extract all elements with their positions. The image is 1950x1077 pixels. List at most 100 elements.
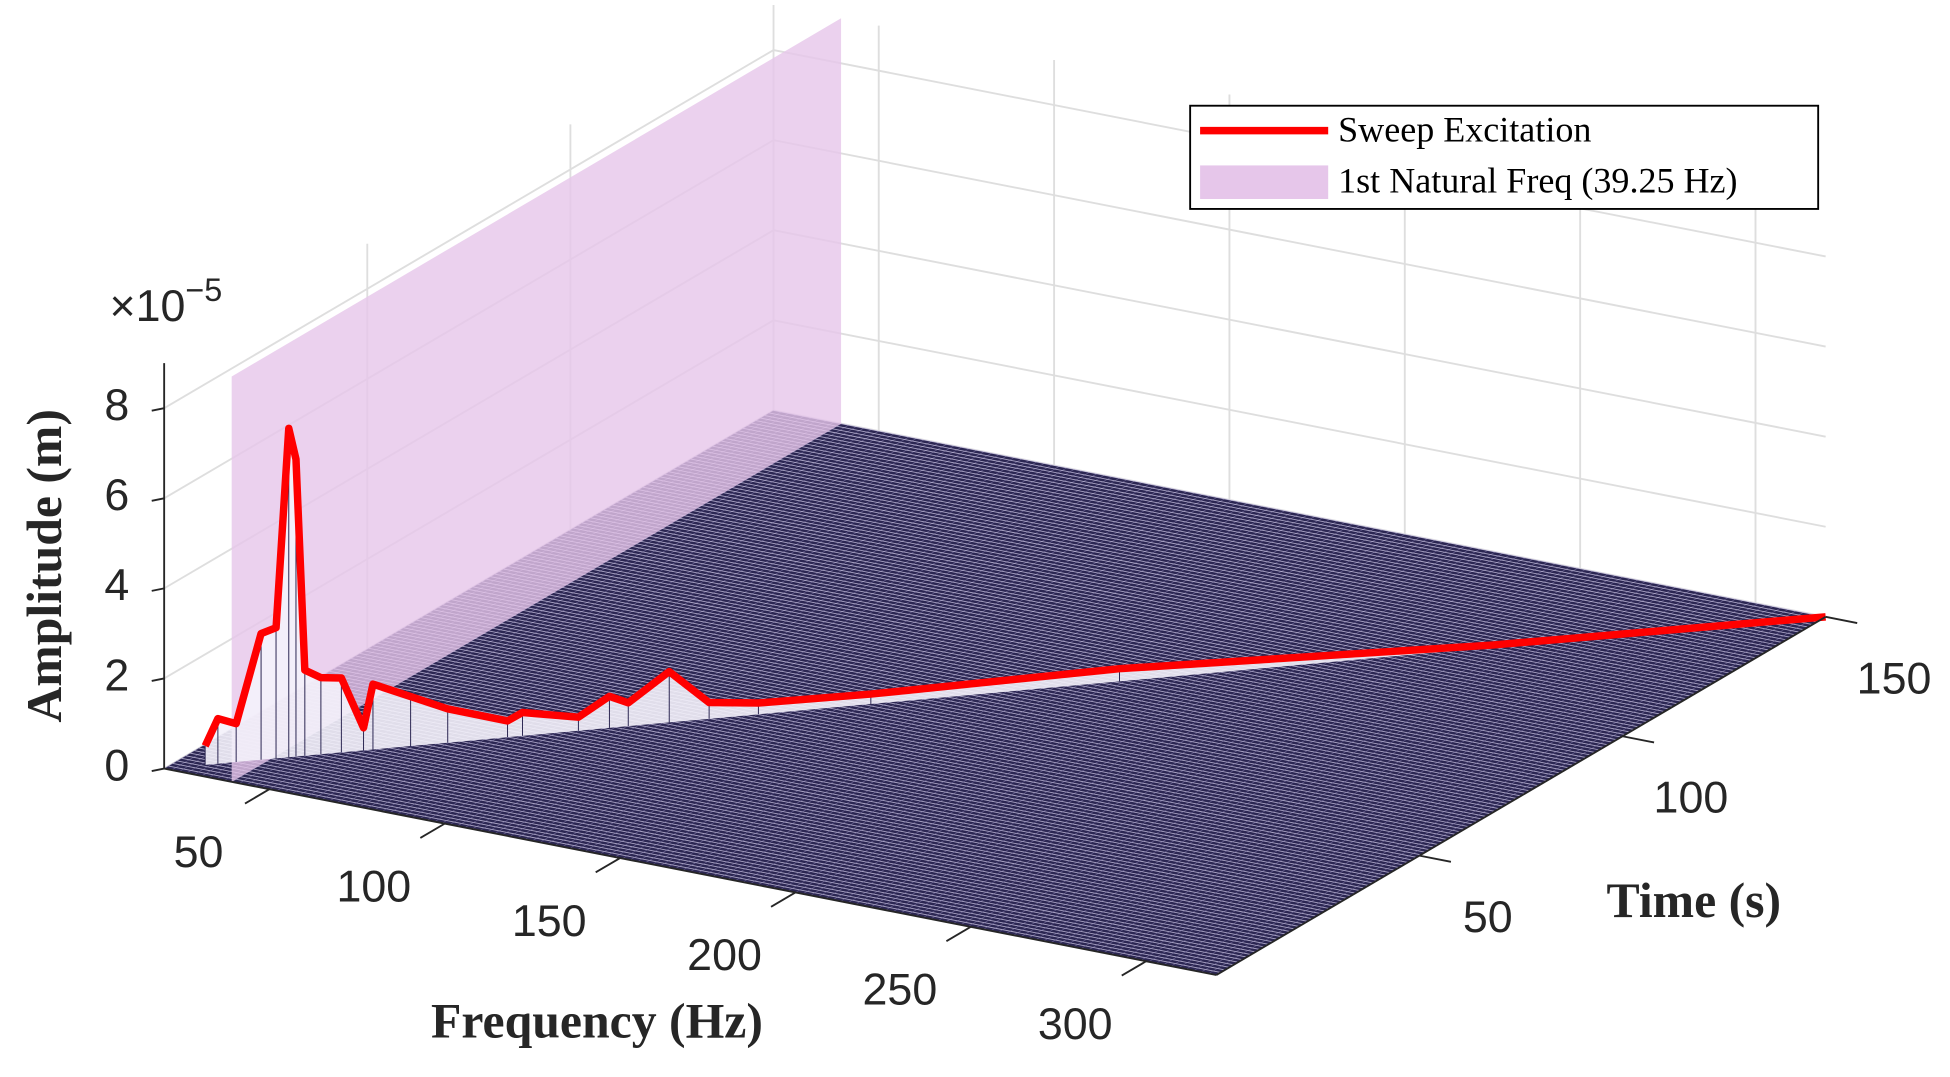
surface-mesh	[529, 553, 1582, 761]
surface-mesh	[1125, 598, 1736, 958]
surface-mesh	[765, 528, 1375, 887]
surface-mesh	[516, 560, 1569, 769]
surface-mesh	[998, 573, 1608, 933]
z-tick	[151, 677, 165, 682]
surface-mesh	[1073, 588, 1684, 948]
surface-mesh	[712, 445, 1765, 654]
surface-mesh	[577, 525, 1630, 733]
surface-mesh	[655, 479, 1709, 687]
surface-mesh	[507, 566, 1561, 774]
surface-mesh	[1148, 603, 1759, 963]
x-tick-label: 100	[336, 861, 411, 911]
x-tick-label: 150	[512, 896, 587, 946]
surface-mesh	[764, 415, 1818, 623]
x-tick-label: 50	[174, 827, 224, 877]
surface-mesh	[975, 569, 1586, 929]
surface-mesh	[703, 450, 1757, 659]
grid-line	[773, 139, 1826, 348]
surface-mesh	[564, 532, 1617, 741]
z-multiplier-base: ×10	[109, 281, 185, 331]
y-tick	[1825, 615, 1858, 624]
surface-mesh	[581, 522, 1635, 730]
surface-mesh	[1140, 601, 1751, 961]
surface-mesh	[534, 550, 1587, 758]
surface-mesh	[780, 531, 1390, 890]
surface-mesh	[734, 433, 1787, 641]
surface-mesh	[1171, 607, 1781, 967]
surface-mesh	[1201, 613, 1811, 973]
surface-mesh	[1178, 609, 1789, 968]
surface-mesh	[697, 514, 1308, 874]
surface-mesh	[712, 517, 1323, 877]
surface-mesh	[727, 520, 1338, 880]
surface-mesh	[751, 422, 1804, 631]
surface-mesh	[716, 443, 1770, 651]
surface-mesh	[960, 566, 1571, 926]
surface-mesh	[1186, 610, 1796, 970]
x-tick	[1121, 960, 1147, 977]
surface-mesh	[525, 555, 1578, 764]
surface-mesh	[520, 558, 1574, 766]
surface-mesh	[900, 554, 1511, 914]
surface-mesh	[568, 530, 1622, 738]
surface-mesh	[590, 517, 1643, 725]
grid-line	[773, 319, 1826, 528]
surface-mesh	[625, 496, 1678, 705]
surface-mesh	[773, 409, 1826, 618]
surface-mesh	[990, 572, 1601, 932]
x-tick	[595, 857, 621, 874]
surface-mesh	[538, 548, 1591, 756]
surface-mesh	[1050, 584, 1661, 943]
surface-mesh	[1208, 615, 1819, 974]
grid-line	[163, 49, 775, 410]
surface-mesh	[629, 494, 1683, 702]
surface-mesh	[642, 486, 1696, 695]
surface-mesh	[760, 417, 1813, 625]
surface-mesh	[608, 507, 1661, 715]
z-tick	[151, 767, 165, 772]
y-axis-label: Time (s)	[1607, 873, 1782, 928]
surface-mesh	[877, 550, 1488, 909]
surface-mesh	[695, 456, 1748, 664]
x-axis-label: Frequency (Hz)	[431, 993, 763, 1048]
surface-mesh	[832, 541, 1443, 901]
y-tick-label: 100	[1654, 773, 1729, 823]
x-tick-label: 200	[687, 930, 762, 980]
surface-mesh	[542, 545, 1596, 753]
surface-mesh	[729, 435, 1783, 643]
surface-mesh	[721, 440, 1774, 648]
surface-mesh	[547, 543, 1600, 751]
x-axis	[163, 767, 1217, 976]
surface-mesh	[621, 499, 1674, 707]
surface-mesh	[747, 425, 1800, 633]
surface-mesh	[616, 502, 1670, 710]
z-tick-label: 8	[104, 380, 129, 430]
surface-mesh	[586, 519, 1639, 728]
z-tick	[151, 587, 165, 592]
surface-mesh	[1080, 590, 1691, 949]
surface-mesh	[870, 548, 1481, 908]
surface-mesh	[915, 557, 1526, 917]
surface-mesh	[855, 545, 1466, 905]
z-tick-label: 2	[104, 650, 129, 700]
surface-mesh	[802, 535, 1413, 895]
surface-mesh	[1110, 595, 1721, 955]
surface-mesh	[923, 559, 1533, 918]
grid-line	[773, 229, 1826, 438]
surface-mesh	[1058, 585, 1668, 945]
surface-mesh	[1133, 600, 1744, 960]
surface-mesh	[810, 536, 1420, 896]
surface-mesh	[1088, 591, 1699, 951]
surface-mesh	[699, 453, 1752, 661]
legend-label: Sweep Excitation	[1338, 109, 1591, 149]
x-tick	[770, 891, 796, 908]
surface-mesh	[1163, 606, 1774, 965]
surface-mesh	[512, 563, 1565, 771]
y-tick-label: 150	[1857, 653, 1932, 703]
z-tick-label: 4	[104, 560, 129, 610]
surface-mesh	[603, 509, 1656, 718]
surface-mesh	[599, 512, 1652, 720]
surface-mesh	[1095, 592, 1706, 952]
z-tick-label: 6	[104, 470, 129, 520]
